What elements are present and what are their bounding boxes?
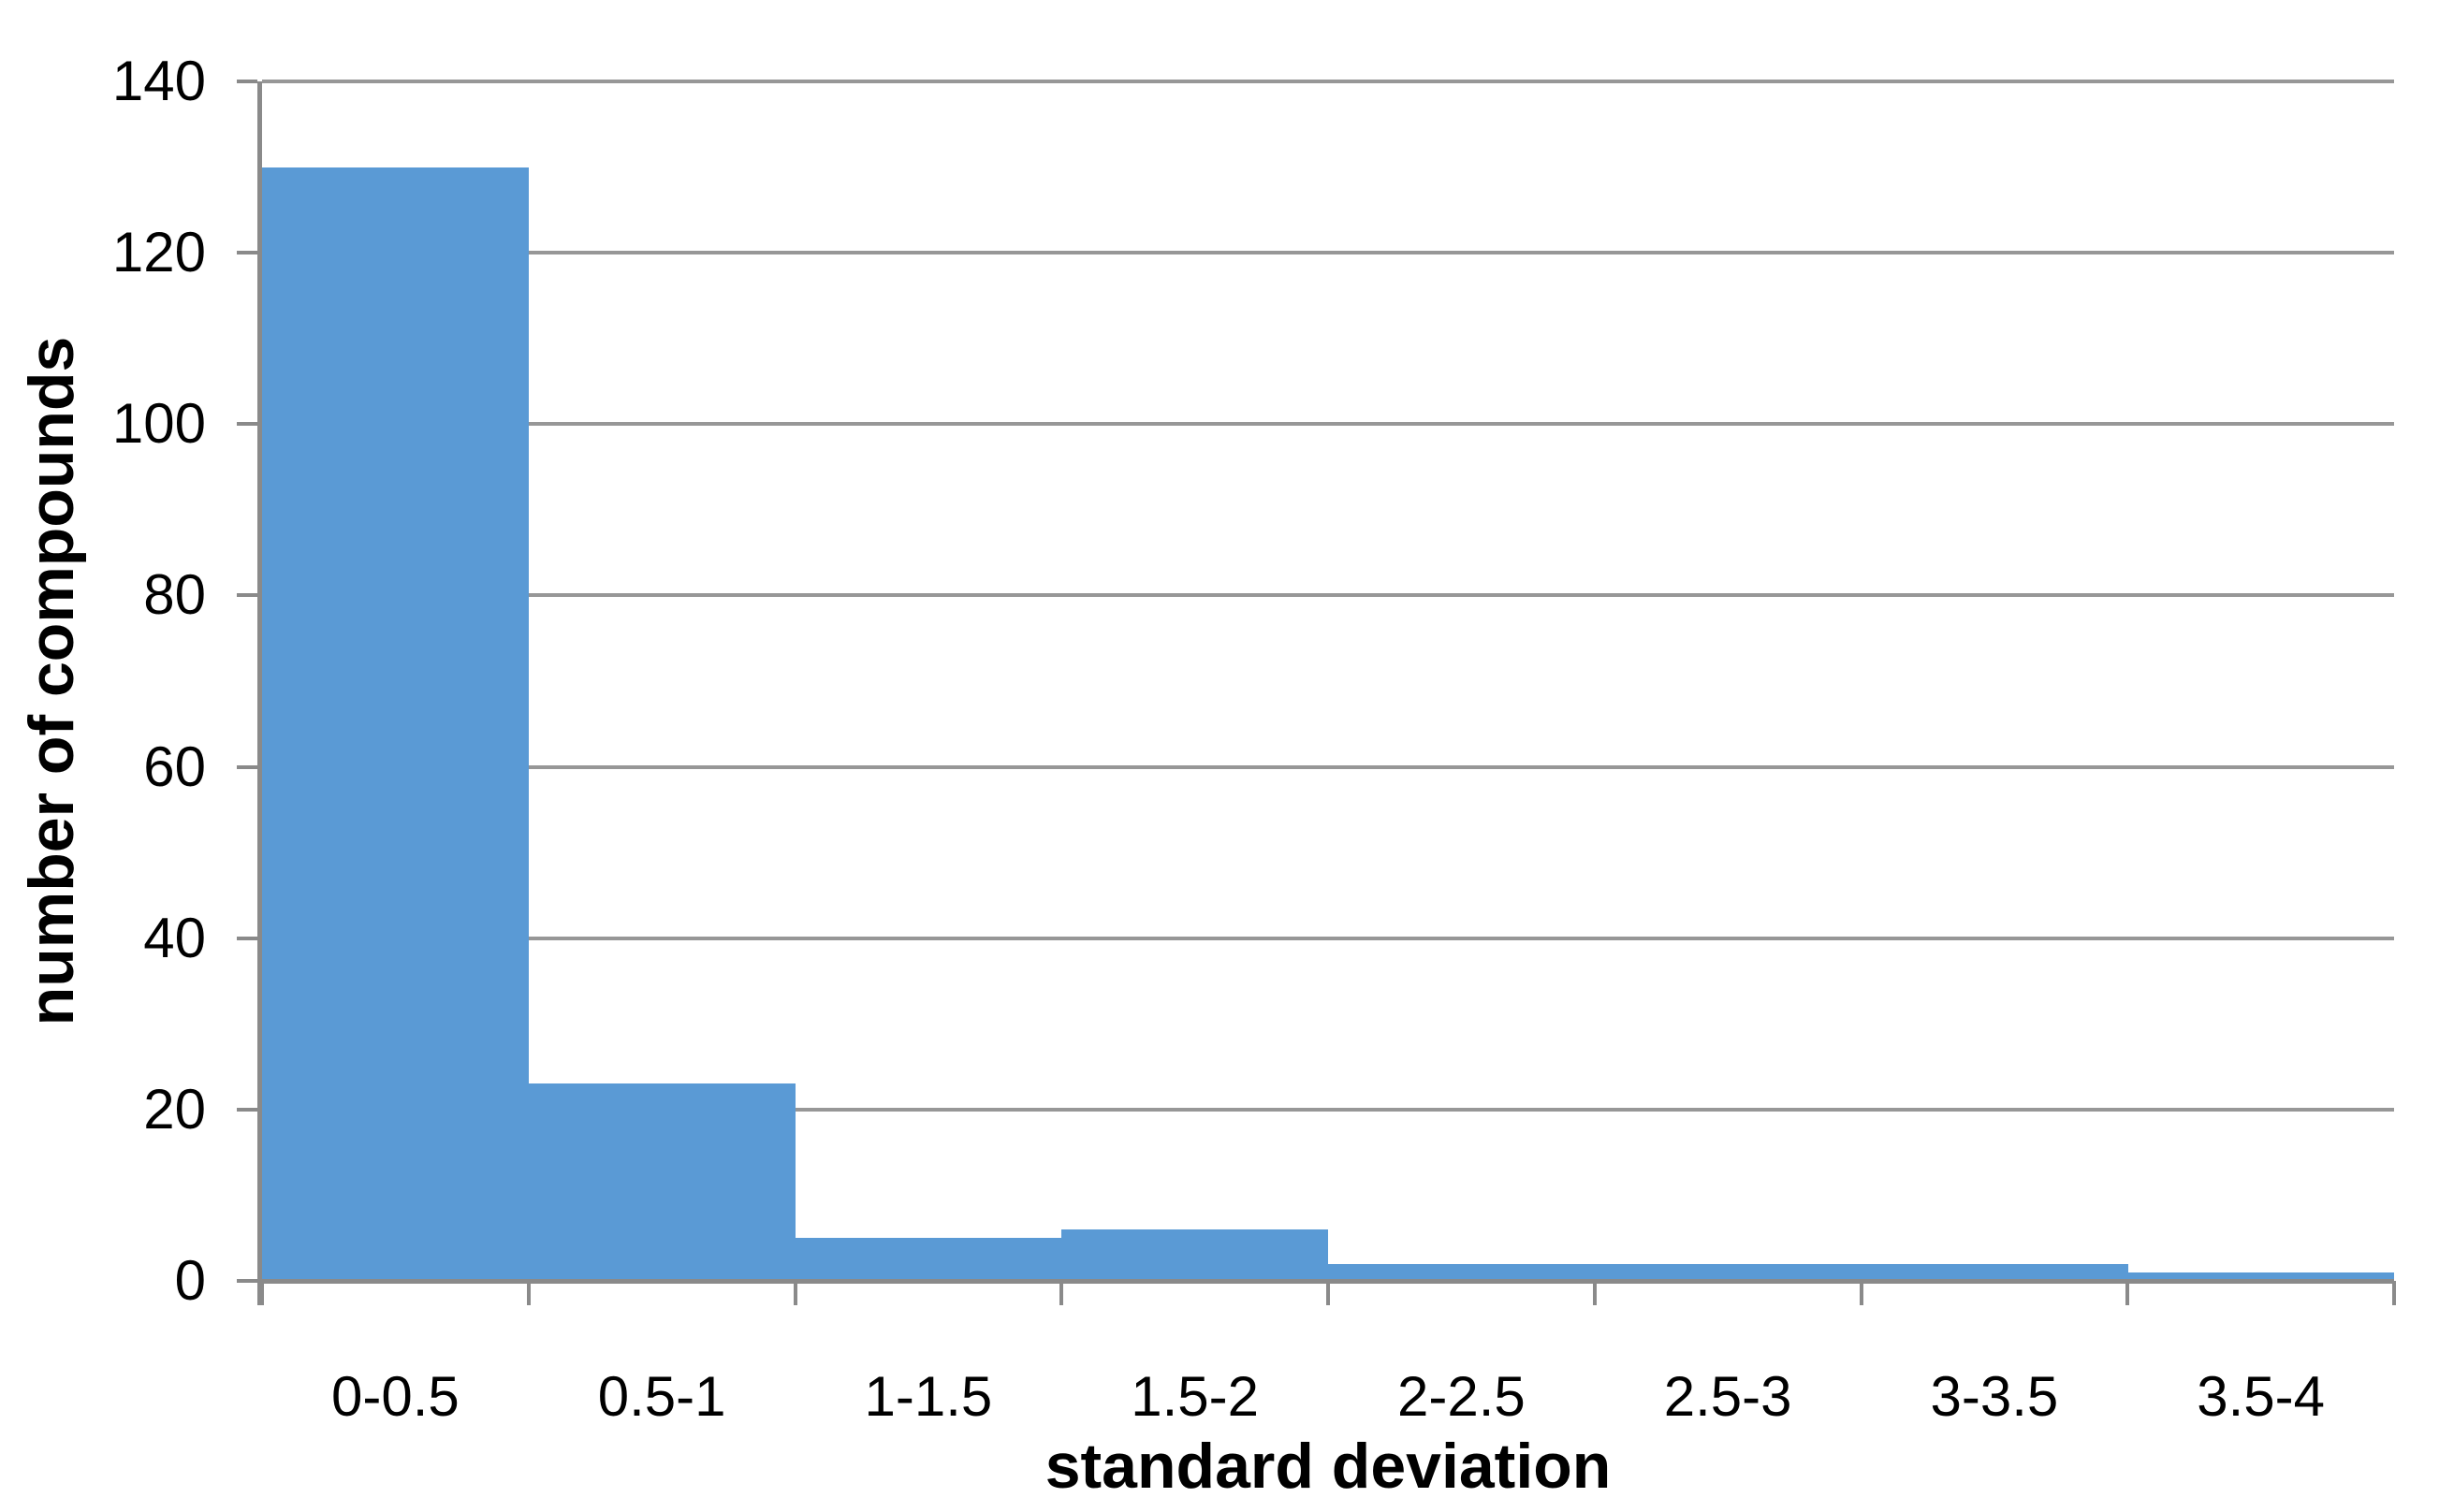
x-axis-title: standard deviation (1044, 1431, 1612, 1502)
histogram-bar (1328, 1263, 1595, 1281)
histogram-bar (1061, 1229, 1329, 1281)
y-axis-tick (237, 80, 257, 83)
histogram-bar (1861, 1263, 2128, 1281)
y-axis-tick (237, 1107, 257, 1112)
histogram-bar (1594, 1263, 1862, 1281)
y-axis-title: number of compounds (16, 336, 87, 1026)
y-tick-label: 140 (111, 50, 206, 112)
x-tick-label: 3.5-4 (2197, 1365, 2325, 1428)
y-axis-line (257, 81, 262, 1305)
x-axis-tick (526, 1281, 531, 1305)
y-tick-label: 60 (143, 734, 206, 798)
gridline (262, 422, 2394, 427)
x-tick-label: 3-3.5 (1930, 1365, 2059, 1428)
gridline (262, 764, 2394, 769)
histogram-bar (262, 167, 529, 1281)
x-axis-tick (1859, 1281, 1863, 1305)
gridline (262, 80, 2394, 83)
y-tick-label: 0 (174, 1249, 206, 1312)
y-axis-tick (237, 936, 257, 940)
y-tick-label: 100 (111, 392, 206, 456)
gridline (262, 593, 2394, 598)
x-axis-tick (2125, 1281, 2130, 1305)
histogram-bar (528, 1083, 796, 1281)
y-tick-label: 120 (111, 221, 206, 284)
x-axis-tick (1059, 1281, 1064, 1305)
x-axis-tick (1592, 1281, 1597, 1305)
x-axis-tick (793, 1281, 797, 1305)
x-axis-tick (2392, 1281, 2396, 1305)
x-tick-label: 1-1.5 (864, 1365, 993, 1428)
y-axis-tick (237, 251, 257, 255)
x-tick-label: 0-0.5 (330, 1365, 460, 1428)
x-tick-label: 2.5-3 (1663, 1365, 1792, 1428)
x-tick-label: 0.5-1 (597, 1365, 726, 1428)
x-axis-tick (1326, 1281, 1330, 1305)
gridline (262, 936, 2394, 940)
histogram-bar (795, 1238, 1062, 1281)
x-axis-tick (260, 1281, 264, 1305)
y-tick-label: 40 (143, 906, 206, 969)
y-axis-tick (237, 1279, 257, 1283)
x-tick-label: 1.5-2 (1131, 1365, 1259, 1428)
y-axis-tick (237, 593, 257, 598)
y-tick-label: 20 (143, 1077, 206, 1141)
gridline (262, 1107, 2394, 1112)
gridline (262, 251, 2394, 255)
y-tick-label: 80 (143, 563, 206, 627)
y-axis-tick (237, 422, 257, 427)
y-axis-tick (237, 764, 257, 769)
histogram-bar (2127, 1272, 2395, 1281)
x-tick-label: 2-2.5 (1396, 1365, 1526, 1428)
